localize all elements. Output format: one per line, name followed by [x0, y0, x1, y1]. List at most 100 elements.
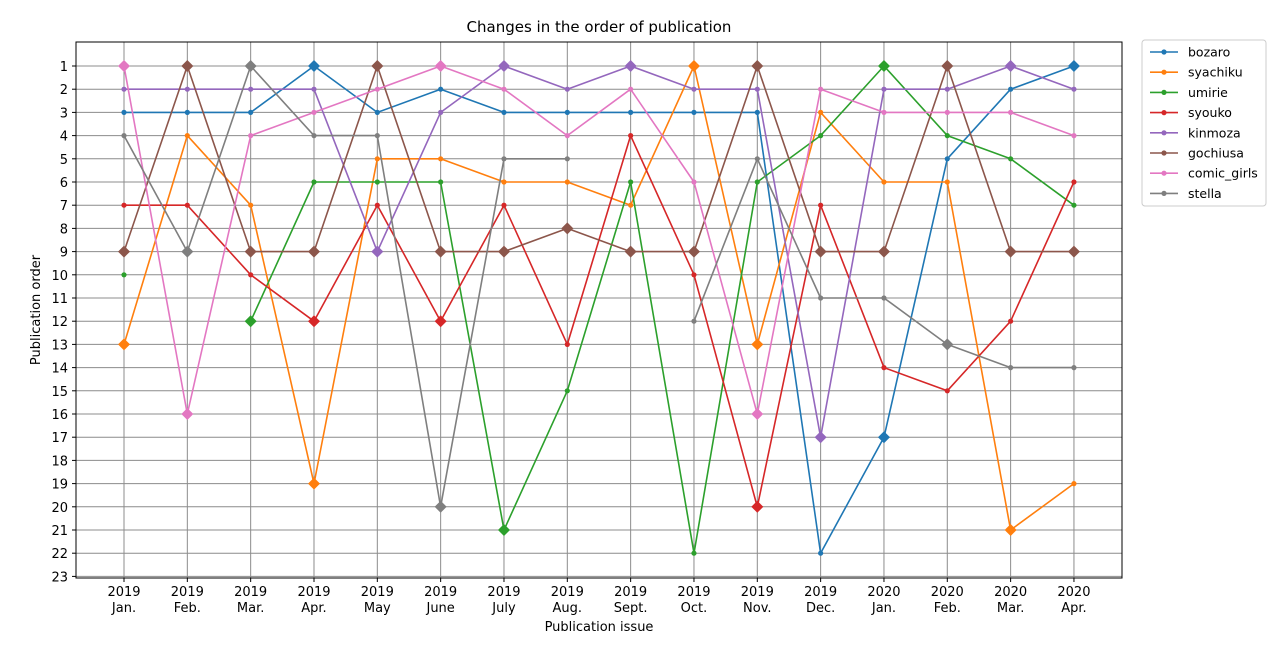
data-point-comic_girls — [818, 86, 824, 92]
data-point-umirie — [754, 179, 760, 185]
highlight-marker-umirie — [244, 315, 257, 328]
series-gochiusa — [118, 60, 1080, 258]
highlight-marker-kinmoza — [814, 431, 827, 444]
data-point-umirie — [438, 179, 444, 185]
x-tick-label: 2019 — [171, 585, 204, 600]
data-point-syachiku — [184, 133, 190, 139]
highlight-marker-syouko — [307, 315, 320, 328]
data-point-syouko — [818, 202, 824, 208]
legend-label: stella — [1188, 186, 1222, 201]
highlight-marker-syouko — [434, 315, 447, 328]
data-point-syouko — [944, 388, 950, 394]
y-tick-label: 2 — [60, 83, 68, 98]
data-point-syachiku — [944, 179, 950, 185]
y-tick-label: 3 — [60, 106, 68, 121]
legend-marker — [1161, 110, 1167, 116]
highlight-marker-stella — [181, 245, 194, 258]
data-point-syachiku — [818, 109, 824, 115]
legend-marker — [1161, 89, 1167, 95]
data-point-kinmoza — [248, 86, 254, 92]
y-tick-label: 16 — [51, 408, 68, 423]
highlight-marker-stella — [434, 500, 447, 513]
legend-marker — [1161, 130, 1167, 136]
highlight-marker-gochiusa — [561, 222, 574, 235]
y-tick-label: 15 — [51, 385, 68, 400]
legend-marker — [1161, 190, 1167, 196]
y-tick-label: 1 — [60, 60, 68, 75]
data-point-stella — [881, 295, 887, 301]
data-point-comic_girls — [881, 109, 887, 115]
x-tick-label: Jan. — [111, 601, 136, 616]
highlight-marker-bozaro — [877, 431, 890, 444]
highlight-marker-kinmoza — [497, 60, 510, 72]
data-point-bozaro — [438, 86, 444, 92]
data-point-stella — [691, 318, 697, 324]
series-syachiku — [118, 60, 1077, 536]
highlight-marker-gochiusa — [877, 245, 890, 258]
x-tick-label: Mar. — [997, 601, 1024, 616]
highlight-marker-gochiusa — [941, 60, 954, 72]
highlight-marker-umirie — [497, 524, 510, 536]
data-point-kinmoza — [311, 86, 317, 92]
chart-title: Changes in the order of publication — [467, 18, 732, 36]
data-point-comic_girls — [374, 86, 380, 92]
data-point-syachiku — [628, 202, 634, 208]
x-tick-label: 2020 — [931, 585, 964, 600]
y-tick-label: 5 — [60, 153, 68, 168]
y-tick-label: 18 — [51, 454, 68, 469]
y-tick-label: 11 — [51, 292, 68, 307]
data-point-stella — [1008, 365, 1014, 371]
data-point-umirie — [1071, 202, 1077, 208]
data-point-kinmoza — [564, 86, 570, 92]
data-point-syachiku — [564, 179, 570, 185]
highlight-marker-gochiusa — [118, 245, 130, 258]
legend-label: umirie — [1188, 85, 1228, 100]
x-axis: 2019Jan.2019Feb.2019Mar.2019Apr.2019May2… — [107, 578, 1090, 616]
highlight-marker-gochiusa — [624, 245, 637, 258]
x-tick-label: May — [364, 601, 391, 616]
legend-marker — [1161, 69, 1167, 75]
x-tick-label: 2019 — [297, 585, 330, 600]
highlight-marker-comic_girls — [118, 60, 130, 72]
y-tick-label: 12 — [51, 315, 68, 330]
data-point-bozaro — [184, 109, 190, 115]
y-axis-label: Publication order — [29, 254, 44, 365]
y-tick-label: 19 — [51, 478, 68, 493]
data-point-bozaro — [628, 109, 634, 115]
highlight-marker-gochiusa — [687, 245, 700, 258]
data-point-syouko — [691, 272, 697, 278]
data-point-kinmoza — [754, 86, 760, 92]
x-tick-label: 2019 — [677, 585, 710, 600]
data-point-comic_girls — [501, 86, 507, 92]
data-point-stella — [1071, 365, 1077, 371]
data-point-umirie — [311, 179, 317, 185]
y-tick-label: 20 — [51, 501, 68, 516]
x-tick-label: 2019 — [234, 585, 267, 600]
data-point-umirie — [564, 388, 570, 394]
data-point-syouko — [881, 365, 887, 371]
data-point-comic_girls — [311, 109, 317, 115]
data-point-bozaro — [691, 109, 697, 115]
data-point-comic_girls — [628, 86, 634, 92]
x-tick-label: 2019 — [487, 585, 520, 600]
x-tick-label: June — [425, 601, 454, 616]
data-point-umirie — [818, 133, 824, 139]
x-tick-label: Jan. — [871, 601, 896, 616]
x-tick-label: 2020 — [994, 585, 1027, 600]
highlight-marker-gochiusa — [1004, 245, 1017, 258]
data-point-kinmoza — [881, 86, 887, 92]
data-point-bozaro — [374, 109, 380, 115]
legend-label: syouko — [1188, 105, 1232, 120]
highlight-marker-syachiku — [118, 338, 130, 351]
y-tick-label: 4 — [60, 130, 68, 145]
highlight-marker-stella — [244, 60, 257, 72]
highlight-marker-bozaro — [1067, 60, 1080, 72]
data-point-kinmoza — [438, 109, 444, 115]
data-point-bozaro — [1008, 86, 1014, 92]
data-point-stella — [564, 156, 570, 162]
series-line-syachiku — [123, 65, 1075, 531]
series-line-kinmoza — [124, 65, 1075, 439]
highlight-marker-gochiusa — [497, 245, 510, 258]
data-point-bozaro — [818, 550, 824, 556]
